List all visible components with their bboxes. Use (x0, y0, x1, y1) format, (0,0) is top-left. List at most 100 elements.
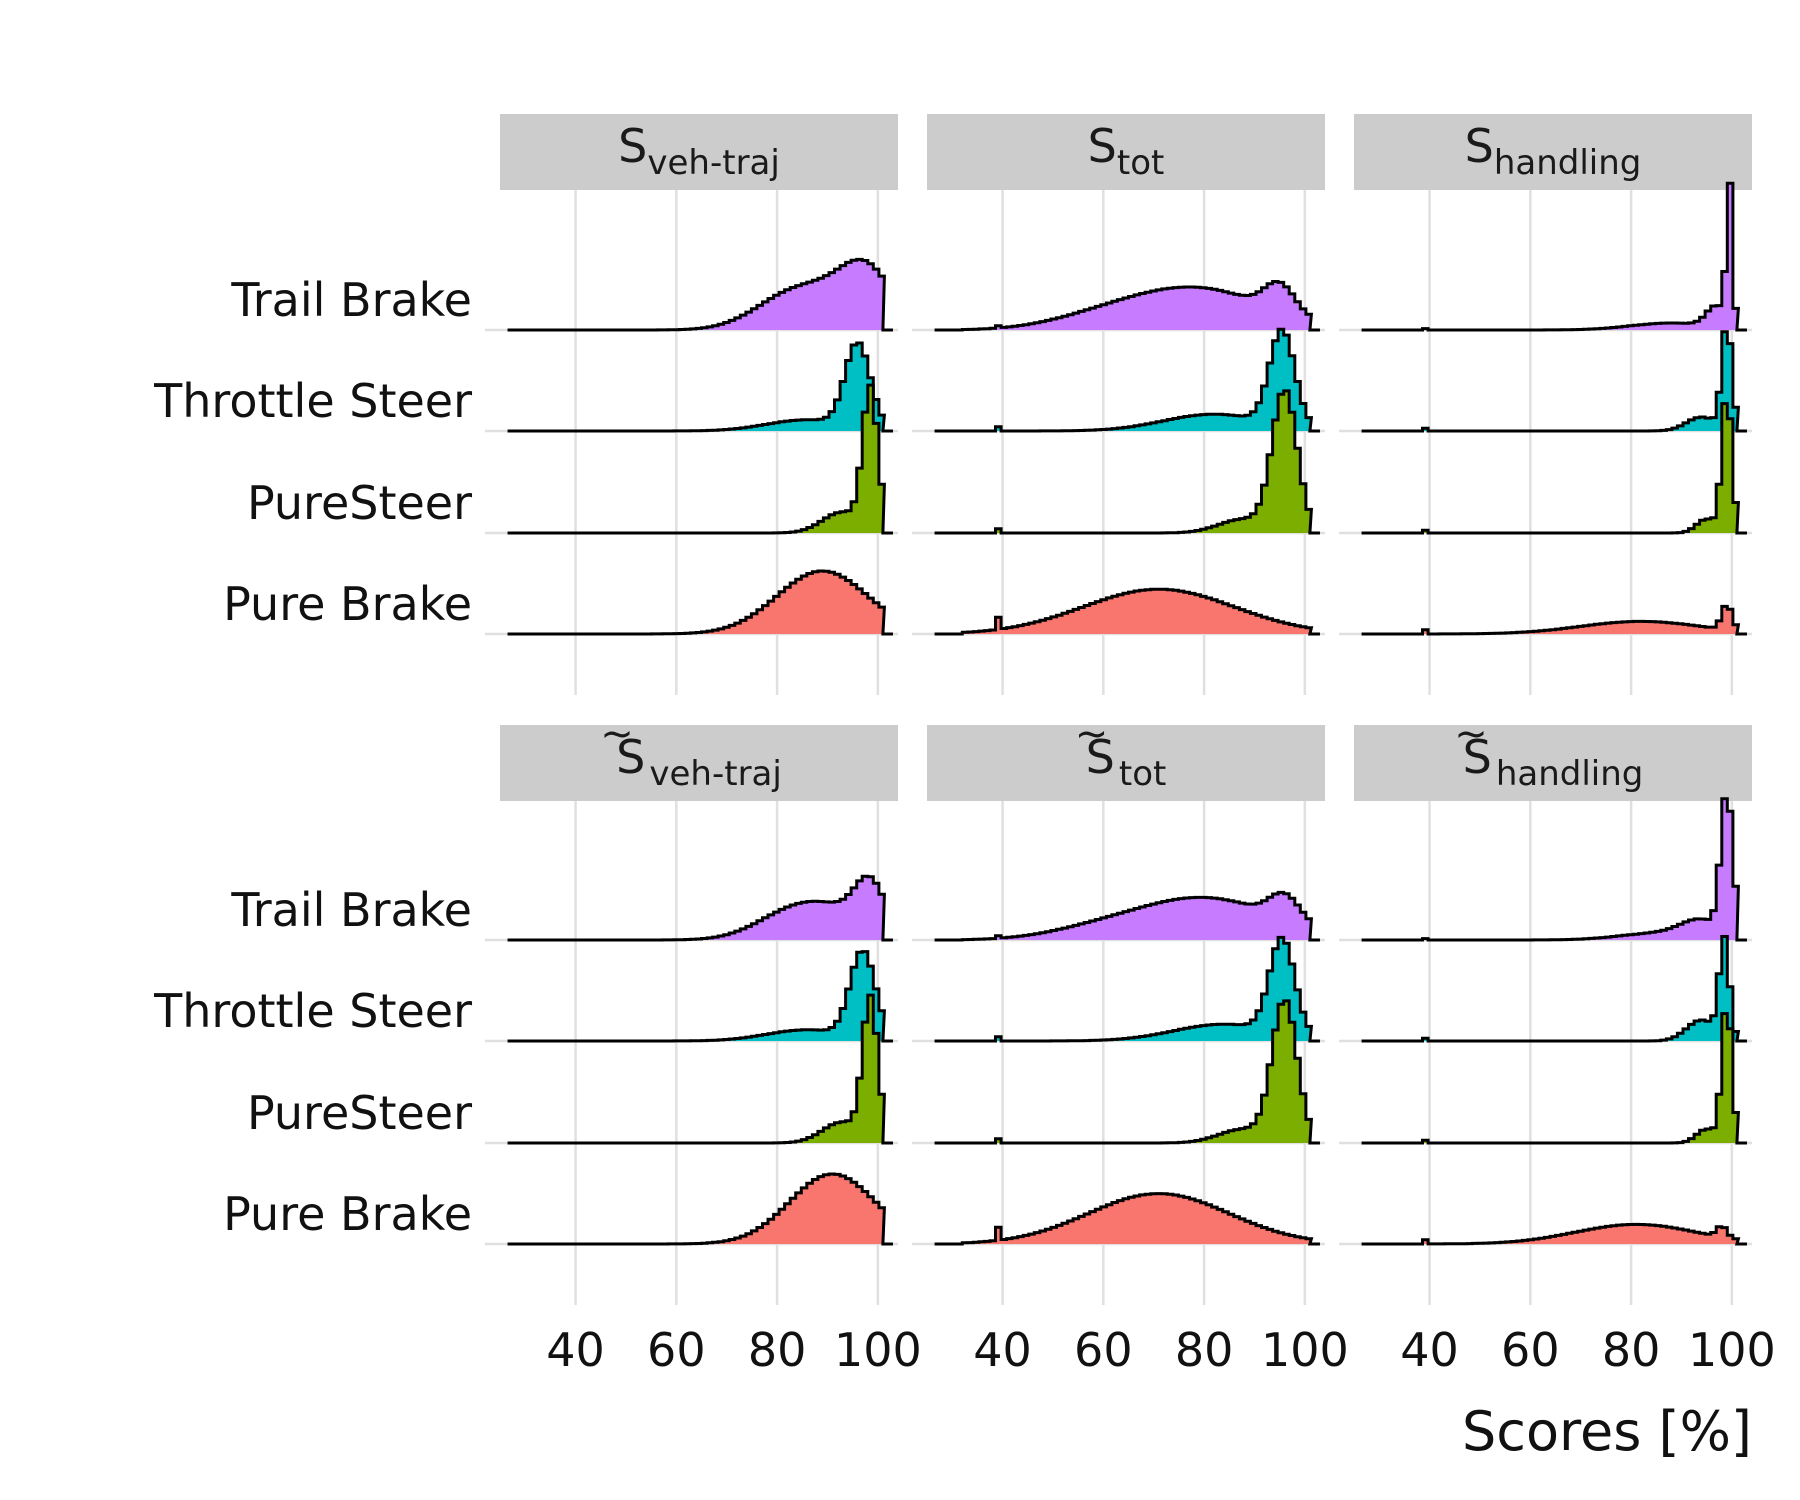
facet-strip (1354, 725, 1752, 801)
dist-outline-trail-brake (934, 280, 1320, 332)
facet-row-2: Trail Brake Throttle Steer PureSteer Pure B… (153, 711, 1752, 1305)
x-tick-label: 60 (1074, 1323, 1133, 1377)
dist-outline-pure-brake (1361, 604, 1747, 636)
facet-title-base: S (1088, 119, 1117, 173)
x-tick-label: 40 (1400, 1323, 1459, 1377)
dist-outline-trail-brake (1361, 181, 1747, 332)
dist-outline-trail-brake (1361, 797, 1747, 942)
dist-outline-pure-brake (934, 1192, 1320, 1246)
facet-strip (927, 114, 1325, 190)
row-label-trail-brake: Trail Brake (230, 273, 472, 327)
dist-fill-puresteer (962, 390, 1312, 533)
dist-fill-pure-brake (1389, 606, 1739, 634)
x-tick-label: 40 (546, 1323, 605, 1377)
x-tick-label: 60 (1501, 1323, 1560, 1377)
tilde-accent: ~ (1454, 711, 1488, 757)
dist-fill-puresteer (535, 995, 885, 1143)
dist-fill-trail-brake (535, 876, 885, 940)
dist-fill-throttle-steer (962, 329, 1312, 431)
panel-handling: Shandling (1339, 114, 1752, 695)
dist-outline-throttle-steer (934, 327, 1320, 433)
x-tick-label: 80 (1602, 1323, 1661, 1377)
dist-outline-puresteer (934, 999, 1320, 1145)
dist-fill-puresteer (535, 385, 885, 533)
dist-outline-throttle-steer (934, 935, 1320, 1043)
dist-fill-throttle-steer (535, 951, 885, 1041)
facet-strip (1354, 114, 1752, 190)
facet-title-base: S (1465, 119, 1494, 173)
dist-fill-throttle-steer (962, 937, 1312, 1041)
dist-outline-puresteer (1361, 402, 1747, 535)
dist-fill-pure-brake (962, 589, 1312, 634)
x-axis-title: Scores [%] (1462, 1400, 1752, 1463)
facet-strip (500, 725, 898, 801)
dist-fill-trail-brake (1389, 798, 1739, 940)
dist-fill-trail-brake (535, 259, 885, 330)
dist-outline-trail-brake (507, 874, 893, 942)
dist-outline-throttle-steer (507, 341, 893, 433)
dist-fill-trail-brake (962, 281, 1312, 330)
panel-veh-traj: Sveh-traj (485, 114, 898, 695)
row-label-trail-brake: Trail Brake (230, 883, 472, 937)
facet-title-base: S (616, 730, 645, 784)
facet-title-base: S (618, 119, 647, 173)
facet-title-subscript: veh-traj (647, 143, 779, 183)
facet-title-subscript: veh-traj (649, 754, 781, 794)
dist-outline-puresteer (1361, 1012, 1747, 1145)
dist-outline-pure-brake (507, 1172, 893, 1246)
row-label-pure-brake: Pure Brake (223, 577, 472, 631)
dist-fill-pure-brake (1389, 1224, 1739, 1244)
dist-outline-puresteer (507, 993, 893, 1145)
x-tick-label: 80 (748, 1323, 807, 1377)
facet-row-1: Trail Brake Throttle Steer PureSteer Pure B… (153, 114, 1752, 695)
facet-title-base: S (1086, 730, 1115, 784)
row-label-throttle-steer: Throttle Steer (153, 374, 472, 428)
facet-strip (927, 725, 1325, 801)
facet-strip (500, 114, 898, 190)
dist-fill-pure-brake (535, 571, 885, 634)
dist-outline-puresteer (507, 383, 893, 535)
dist-outline-pure-brake (507, 569, 893, 636)
x-tick-label: 60 (647, 1323, 706, 1377)
dist-fill-throttle-steer (535, 343, 885, 431)
dist-outline-trail-brake (507, 257, 893, 332)
dist-fill-trail-brake (1389, 183, 1739, 330)
facet-strip-title: Stot (1088, 119, 1165, 183)
x-tick-label: 100 (1261, 1323, 1349, 1377)
dist-fill-pure-brake (962, 1193, 1312, 1244)
dist-outline-throttle-steer (1361, 330, 1747, 433)
dist-fill-trail-brake (962, 892, 1312, 940)
dist-fill-throttle-steer (1389, 331, 1739, 431)
dist-fill-throttle-steer (1389, 936, 1739, 1041)
row-label-pure-brake: Pure Brake (223, 1187, 472, 1241)
facet-title-subscript: tot (1117, 143, 1164, 183)
x-tick-label: 100 (834, 1323, 922, 1377)
x-tick-label: 80 (1175, 1323, 1234, 1377)
facet-title-subscript: handling (1494, 143, 1642, 183)
row-label-puresteer: PureSteer (247, 1086, 472, 1140)
dist-outline-pure-brake (1361, 1222, 1747, 1246)
row-label-throttle-steer: Throttle Steer (153, 984, 472, 1038)
facet-strip-title: Shandling (1465, 119, 1642, 183)
tilde-accent: ~ (600, 711, 634, 757)
facet-title-subscript: handling (1496, 754, 1644, 794)
dist-outline-throttle-steer (1361, 935, 1747, 1043)
dist-outline-pure-brake (934, 587, 1320, 636)
dist-outline-trail-brake (934, 890, 1320, 942)
tilde-accent: ~ (1075, 711, 1109, 757)
dist-fill-puresteer (962, 1000, 1312, 1143)
dist-outline-throttle-steer (507, 950, 893, 1043)
panel-tot: Stot (912, 114, 1325, 695)
dist-outline-puresteer (934, 389, 1320, 535)
facet-strip-title: Sveh-traj (618, 119, 780, 183)
row-label-puresteer: PureSteer (247, 476, 472, 530)
facet-title-subscript: tot (1119, 754, 1166, 794)
x-tick-label: 100 (1688, 1323, 1776, 1377)
dist-fill-pure-brake (535, 1174, 885, 1244)
